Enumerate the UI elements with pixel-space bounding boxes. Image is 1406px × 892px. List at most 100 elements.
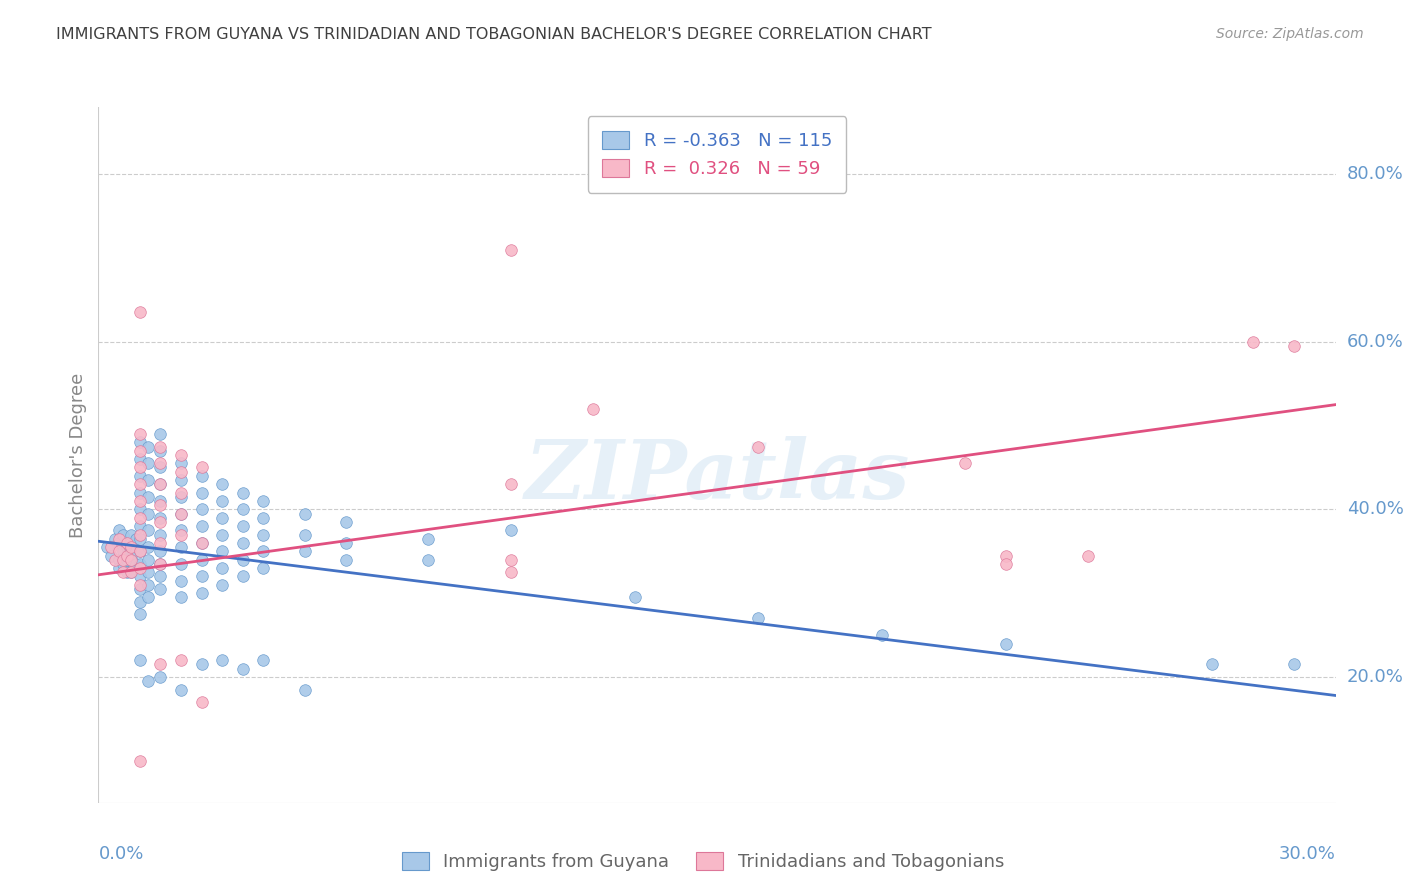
- Point: [149, 443, 172, 458]
- Point: [149, 557, 172, 571]
- Point: [190, 536, 212, 550]
- Point: [747, 611, 769, 625]
- Point: [190, 502, 212, 516]
- Point: [232, 662, 254, 676]
- Point: [104, 552, 127, 566]
- Point: [294, 544, 316, 558]
- Point: [128, 544, 150, 558]
- Point: [190, 485, 212, 500]
- Point: [190, 552, 212, 566]
- Point: [1241, 334, 1264, 349]
- Point: [170, 456, 193, 470]
- Point: [128, 427, 150, 442]
- Point: [128, 561, 150, 575]
- Point: [582, 401, 605, 416]
- Text: 20.0%: 20.0%: [1347, 668, 1403, 686]
- Point: [149, 536, 172, 550]
- Point: [190, 569, 212, 583]
- Point: [170, 527, 193, 541]
- Point: [128, 544, 150, 558]
- Point: [124, 532, 146, 546]
- Point: [136, 456, 159, 470]
- Point: [232, 552, 254, 566]
- Point: [335, 552, 357, 566]
- Point: [232, 502, 254, 516]
- Point: [117, 536, 139, 550]
- Point: [112, 527, 135, 541]
- Point: [149, 582, 172, 596]
- Point: [149, 657, 172, 672]
- Text: Source: ZipAtlas.com: Source: ZipAtlas.com: [1216, 27, 1364, 41]
- Point: [120, 527, 142, 541]
- Point: [335, 515, 357, 529]
- Point: [294, 527, 316, 541]
- Point: [211, 494, 233, 508]
- Text: 30.0%: 30.0%: [1279, 845, 1336, 863]
- Point: [170, 557, 193, 571]
- Point: [294, 507, 316, 521]
- Point: [128, 607, 150, 622]
- Point: [100, 549, 122, 563]
- Point: [149, 569, 172, 583]
- Point: [124, 557, 146, 571]
- Point: [953, 456, 976, 470]
- Point: [120, 552, 142, 566]
- Point: [252, 653, 274, 667]
- Point: [994, 636, 1017, 650]
- Text: 60.0%: 60.0%: [1347, 333, 1403, 351]
- Point: [1077, 549, 1099, 563]
- Point: [149, 494, 172, 508]
- Point: [211, 544, 233, 558]
- Point: [1284, 339, 1306, 353]
- Point: [136, 591, 159, 605]
- Point: [136, 566, 159, 580]
- Point: [128, 527, 150, 541]
- Point: [149, 557, 172, 571]
- Point: [120, 540, 142, 554]
- Point: [128, 532, 150, 546]
- Point: [120, 552, 142, 566]
- Point: [211, 653, 233, 667]
- Point: [149, 477, 172, 491]
- Point: [190, 536, 212, 550]
- Point: [136, 507, 159, 521]
- Point: [170, 465, 193, 479]
- Point: [108, 561, 131, 575]
- Point: [170, 682, 193, 697]
- Point: [149, 477, 172, 491]
- Point: [232, 536, 254, 550]
- Point: [136, 578, 159, 592]
- Point: [128, 502, 150, 516]
- Text: IMMIGRANTS FROM GUYANA VS TRINIDADIAN AND TOBAGONIAN BACHELOR'S DEGREE CORRELATI: IMMIGRANTS FROM GUYANA VS TRINIDADIAN AN…: [56, 27, 932, 42]
- Point: [149, 527, 172, 541]
- Point: [623, 591, 645, 605]
- Point: [190, 460, 212, 475]
- Point: [499, 243, 522, 257]
- Point: [128, 477, 150, 491]
- Point: [128, 569, 150, 583]
- Point: [190, 519, 212, 533]
- Point: [112, 557, 135, 571]
- Point: [211, 510, 233, 524]
- Point: [211, 477, 233, 491]
- Point: [108, 532, 131, 546]
- Point: [128, 653, 150, 667]
- Point: [112, 544, 135, 558]
- Point: [211, 578, 233, 592]
- Text: 0.0%: 0.0%: [98, 845, 143, 863]
- Point: [190, 657, 212, 672]
- Point: [170, 591, 193, 605]
- Point: [128, 494, 150, 508]
- Point: [117, 549, 139, 563]
- Point: [128, 460, 150, 475]
- Point: [128, 754, 150, 768]
- Point: [190, 586, 212, 600]
- Point: [170, 653, 193, 667]
- Legend: Immigrants from Guyana, Trinidadians and Tobagonians: Immigrants from Guyana, Trinidadians and…: [395, 845, 1011, 879]
- Point: [252, 561, 274, 575]
- Point: [136, 524, 159, 538]
- Point: [994, 557, 1017, 571]
- Point: [149, 498, 172, 512]
- Point: [499, 552, 522, 566]
- Point: [149, 515, 172, 529]
